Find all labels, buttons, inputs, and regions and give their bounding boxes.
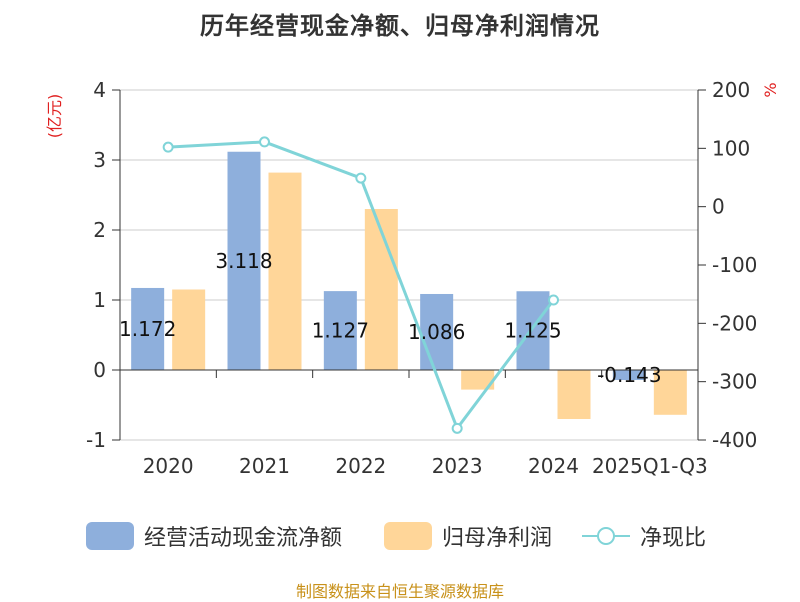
ratio-line <box>168 140 555 432</box>
left-axis-tick-label: 4 <box>93 78 106 102</box>
cash-bar <box>227 151 261 370</box>
left-axis-tick-label: -1 <box>86 428 106 452</box>
cash-bar <box>420 293 454 370</box>
legend-swatch-profit <box>384 522 432 550</box>
legend-line-marker-icon <box>582 522 630 550</box>
right-axis-tick-label: -400 <box>712 428 757 452</box>
cash-bar-label: -0.143 <box>597 363 661 387</box>
legend-item-profit[interactable]: 归母净利润 <box>384 516 552 556</box>
right-axis-tick-label: -100 <box>712 253 757 277</box>
x-axis-tick-label: 2021 <box>239 454 290 478</box>
cash-bar-label: 1.127 <box>312 319 369 343</box>
ratio-point <box>259 136 270 148</box>
right-axis-tick-label: 100 <box>712 136 750 160</box>
right-axis-tick-label: -300 <box>712 370 757 394</box>
left-axis-tick-label: 1 <box>93 288 106 312</box>
legend-label-ratio: 净现比 <box>640 526 707 551</box>
chart-title: 历年经营现金净额、归母净利润情况 <box>200 12 600 40</box>
left-axis-tick-label: 2 <box>93 218 106 242</box>
profit-bar <box>172 289 206 370</box>
legend-label-cash: 经营活动现金流净额 <box>144 526 343 551</box>
profit-bar <box>461 370 495 390</box>
ratio-point <box>451 422 463 434</box>
cash-bar-label: 3.118 <box>215 249 272 273</box>
right-axis-tick-label: 200 <box>712 78 750 102</box>
legend: 经营活动现金流净额 归母净利润 净现比 <box>0 516 800 556</box>
cash-bar <box>612 370 646 381</box>
cash-bar <box>323 291 357 370</box>
profit-bar <box>268 172 302 370</box>
x-axis-tick-label: 2025Q1-Q3 <box>592 454 708 478</box>
legend-label-profit: 归母净利润 <box>442 526 553 551</box>
x-axis-tick-label: 2023 <box>432 454 483 478</box>
right-axis-tick-label: -200 <box>712 311 757 335</box>
legend-swatch-cash <box>86 522 134 550</box>
x-axis-tick-label: 2024 <box>528 454 579 478</box>
profit-bar <box>557 370 591 419</box>
cash-bar <box>131 287 165 370</box>
ratio-point <box>355 172 367 184</box>
profit-bar <box>364 209 398 370</box>
cash-bar-label: 1.125 <box>504 319 561 343</box>
data-source: 制图数据来自恒生聚源数据库 <box>295 582 504 601</box>
cash-bar <box>516 291 550 370</box>
legend-item-cash[interactable]: 经营活动现金流净额 <box>86 516 342 556</box>
left-axis-tick-label: 3 <box>93 148 106 172</box>
profit-bar <box>653 370 687 415</box>
ratio-point <box>548 294 559 306</box>
ratio-point <box>162 141 174 153</box>
cash-bar-label: 1.172 <box>119 317 176 341</box>
right-axis-tick-label: 0 <box>712 195 725 219</box>
right-axis-unit: % <box>761 82 780 97</box>
legend-item-ratio[interactable]: 净现比 <box>582 516 706 556</box>
left-axis-tick-label: 0 <box>93 358 106 382</box>
cash-bar-label: 1.086 <box>408 320 465 344</box>
x-axis-tick-label: 2022 <box>335 454 386 478</box>
x-axis-tick-label: 2020 <box>143 454 194 478</box>
left-axis-unit: (亿元) <box>45 94 64 139</box>
